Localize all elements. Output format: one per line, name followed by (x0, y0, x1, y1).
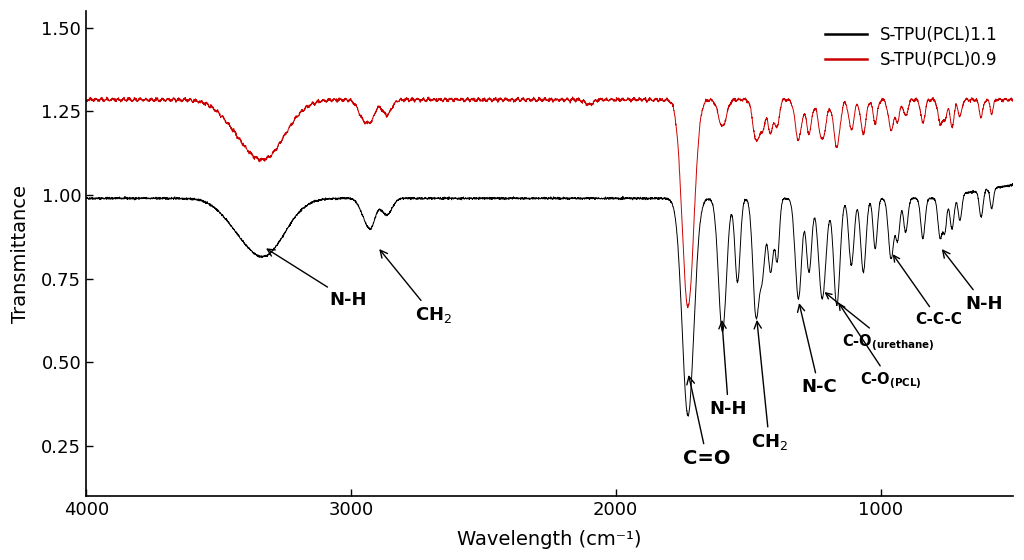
S-TPU(PCL)1.1 (1007, 180, 1019, 187)
S-TPU(PCL)0.9 (843, 112, 855, 119)
S-TPU(PCL)0.9 (80, 97, 92, 104)
Text: C-O$_{\mathregular{(PCL)}}$: C-O$_{\mathregular{(PCL)}}$ (840, 304, 922, 393)
S-TPU(PCL)1.1 (249, 250, 261, 257)
Legend: S-TPU(PCL)1.1, S-TPU(PCL)0.9: S-TPU(PCL)1.1, S-TPU(PCL)0.9 (818, 20, 1005, 76)
S-TPU(PCL)1.1 (636, 195, 648, 202)
S-TPU(PCL)0.9 (682, 305, 694, 311)
S-TPU(PCL)1.1 (772, 255, 784, 262)
S-TPU(PCL)1.1 (842, 229, 854, 236)
S-TPU(PCL)0.9 (772, 121, 784, 128)
Text: C=O: C=O (683, 376, 731, 468)
Text: N-H: N-H (710, 321, 748, 418)
X-axis label: Wavelength (cm⁻¹): Wavelength (cm⁻¹) (458, 530, 642, 549)
Y-axis label: Transmittance: Transmittance (11, 184, 30, 323)
S-TPU(PCL)1.1 (1007, 182, 1019, 189)
S-TPU(PCL)0.9 (566, 94, 579, 100)
S-TPU(PCL)0.9 (434, 97, 446, 104)
S-TPU(PCL)1.1 (80, 195, 92, 202)
S-TPU(PCL)1.1 (683, 409, 695, 416)
Text: CH$_2$: CH$_2$ (380, 250, 452, 325)
Text: C-O$_{\mathregular{(urethane)}}$: C-O$_{\mathregular{(urethane)}}$ (825, 293, 935, 354)
S-TPU(PCL)0.9 (1007, 97, 1019, 104)
Line: S-TPU(PCL)1.1: S-TPU(PCL)1.1 (86, 184, 1013, 416)
S-TPU(PCL)0.9 (249, 153, 261, 160)
Text: C-C-C: C-C-C (894, 255, 962, 326)
Text: N-C: N-C (798, 305, 837, 396)
Text: CH$_2$: CH$_2$ (751, 321, 788, 452)
S-TPU(PCL)0.9 (636, 96, 648, 102)
Text: N-H: N-H (267, 249, 368, 309)
S-TPU(PCL)1.1 (434, 194, 446, 201)
Line: S-TPU(PCL)0.9: S-TPU(PCL)0.9 (86, 97, 1013, 308)
Text: N-H: N-H (943, 250, 1002, 312)
S-TPU(PCL)1.1 (682, 413, 694, 419)
S-TPU(PCL)0.9 (683, 299, 695, 306)
